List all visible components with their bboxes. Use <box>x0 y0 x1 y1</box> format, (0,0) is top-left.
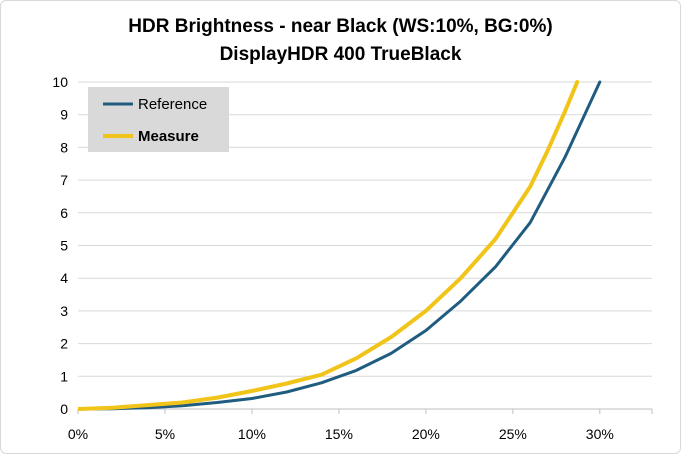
y-tick-label: 5 <box>60 238 68 254</box>
x-tick-label: 10% <box>238 426 266 442</box>
legend: Reference Measure <box>88 87 229 152</box>
gridlines <box>78 81 652 377</box>
x-tick-label: 0% <box>68 426 88 442</box>
y-tick-label: 8 <box>60 139 68 155</box>
x-tick-label: 30% <box>586 426 614 442</box>
axes: 0 1 2 3 4 5 6 7 8 9 10 0% 5% 10% 15% 20% 25% 30% <box>52 74 653 442</box>
x-tick-label: 20% <box>412 426 440 442</box>
x-tick-label: 15% <box>325 426 353 442</box>
y-tick-label: 9 <box>60 107 68 123</box>
legend-box <box>88 87 229 152</box>
title-line-2: DisplayHDR 400 TrueBlack <box>219 44 462 65</box>
title-line-1: HDR Brightness - near Black (WS:10%, BG:… <box>128 16 553 37</box>
y-tick-label: 7 <box>60 172 68 188</box>
series-line-measure <box>78 80 580 411</box>
y-tick-label: 6 <box>60 205 68 221</box>
y-tick-label: 10 <box>52 74 68 90</box>
y-tick-label: 2 <box>60 336 68 352</box>
y-tick-label: 1 <box>60 368 68 384</box>
legend-label-measure: Measure <box>138 128 199 145</box>
y-tick-label: 0 <box>60 401 68 417</box>
x-tick-label: 5% <box>155 426 175 442</box>
y-tick-label: 3 <box>60 303 68 319</box>
chart-title: HDR Brightness - near Black (WS:10%, BG:… <box>1 13 680 69</box>
y-tick-label: 4 <box>60 270 68 286</box>
series-lines <box>78 80 602 411</box>
legend-label-reference: Reference <box>138 96 207 113</box>
series-line-reference <box>78 80 602 411</box>
x-tick-label: 25% <box>499 426 527 442</box>
